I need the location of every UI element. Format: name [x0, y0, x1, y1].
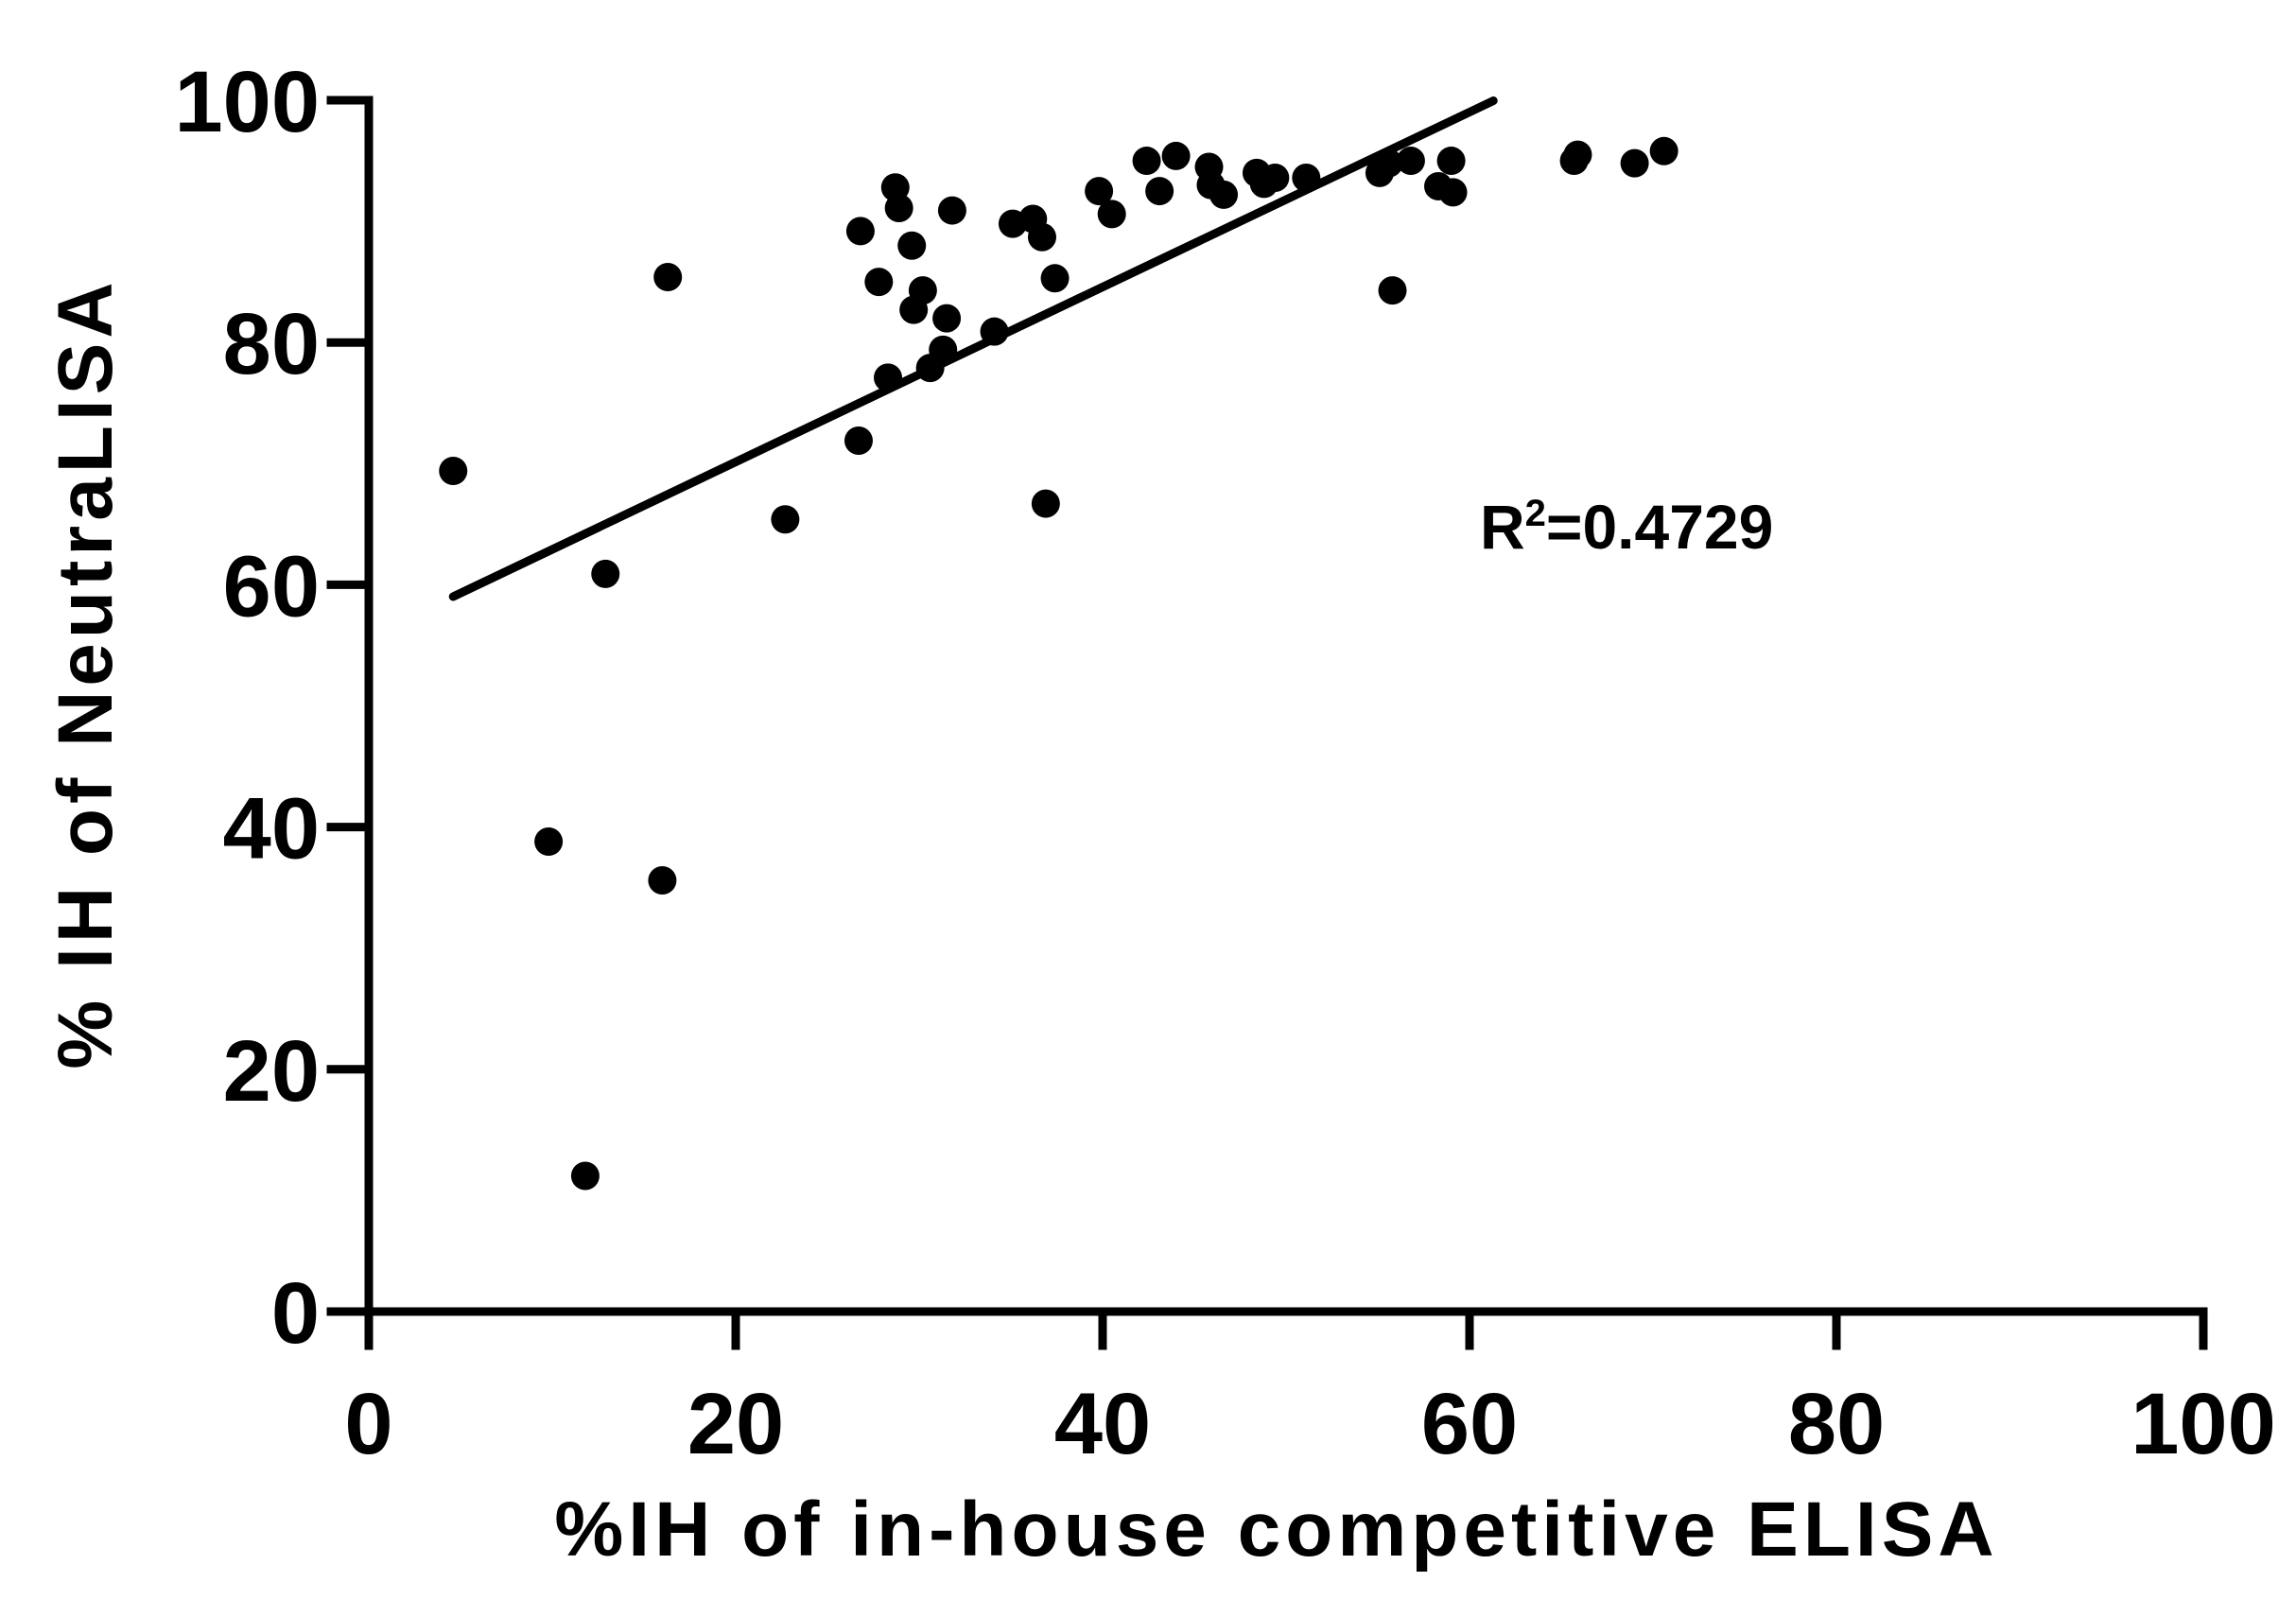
data-point — [884, 194, 913, 223]
data-point — [929, 335, 958, 364]
data-point — [1374, 148, 1403, 178]
data-point — [937, 196, 966, 225]
data-point — [1209, 180, 1239, 209]
data-point — [908, 276, 937, 305]
data-point — [653, 263, 683, 292]
tick-labels: 0 20 40 60 80 100 0 20 40 60 80 100 — [175, 54, 2276, 1472]
data-point — [1097, 200, 1126, 229]
x-tick-label: 20 — [687, 1376, 784, 1472]
data-point — [845, 217, 875, 246]
data-point — [534, 826, 564, 856]
data-points — [439, 136, 1679, 1191]
axes — [326, 96, 2208, 1350]
data-point — [1436, 147, 1466, 176]
data-point — [1292, 163, 1321, 192]
regression-line-group — [448, 96, 1498, 601]
y-tick-label: 100 — [175, 54, 321, 150]
data-point — [980, 317, 1009, 346]
r-squared-annotation: R2=0.4729 — [1480, 492, 1773, 562]
x-tick-label: 0 — [344, 1376, 392, 1472]
r-squared-value: =0.4729 — [1546, 492, 1773, 562]
data-point — [932, 304, 962, 333]
data-point — [874, 363, 903, 392]
data-point — [1085, 177, 1114, 206]
data-point — [1132, 147, 1161, 176]
r-squared-base: R — [1480, 492, 1525, 562]
y-tick-label: 80 — [223, 296, 320, 392]
x-axis-title: %IH of in-house competitive ELISA — [554, 1487, 1998, 1573]
data-point — [1438, 178, 1468, 207]
data-point — [1378, 276, 1407, 305]
data-point — [771, 505, 800, 534]
data-point — [1396, 147, 1425, 176]
y-tick-label: 0 — [271, 1265, 320, 1362]
data-point — [1040, 264, 1070, 293]
data-point — [648, 865, 677, 895]
y-axis-title: % IH of NeutraLISA — [43, 277, 129, 1069]
data-point — [1649, 136, 1679, 165]
y-tick-label: 20 — [223, 1023, 320, 1120]
x-tick-label: 60 — [1421, 1376, 1518, 1472]
data-point — [591, 559, 620, 588]
x-tick-label: 100 — [2131, 1376, 2276, 1472]
x-tick-label: 40 — [1054, 1376, 1151, 1472]
data-point — [844, 426, 873, 455]
data-point — [864, 268, 894, 297]
data-point — [1620, 148, 1649, 178]
data-point — [570, 1161, 600, 1191]
data-point — [1031, 489, 1060, 518]
data-point — [1027, 222, 1056, 252]
r-squared-superscript: 2 — [1525, 493, 1546, 534]
data-point — [897, 231, 927, 260]
data-point — [1145, 177, 1174, 206]
data-point — [1261, 163, 1290, 192]
data-point — [1563, 140, 1592, 169]
data-point — [1161, 141, 1191, 170]
regression-line — [448, 96, 1498, 601]
data-point — [439, 456, 468, 485]
y-tick-label: 40 — [223, 781, 320, 878]
x-tick-label: 80 — [1788, 1376, 1885, 1472]
y-tick-label: 60 — [223, 538, 320, 635]
